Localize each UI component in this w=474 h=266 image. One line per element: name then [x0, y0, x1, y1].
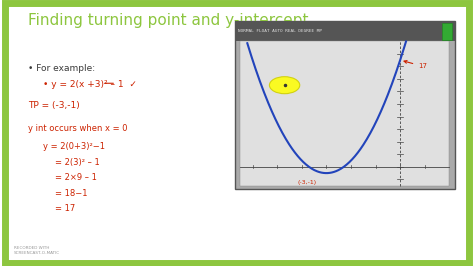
Text: (-3,-1): (-3,-1): [298, 180, 317, 185]
Text: NORMAL FLOAT AUTO REAL DEGREE MP: NORMAL FLOAT AUTO REAL DEGREE MP: [238, 29, 322, 33]
Bar: [240, 41, 449, 186]
Text: = 2×9 – 1: = 2×9 – 1: [55, 173, 96, 182]
Text: = 17: = 17: [55, 204, 75, 213]
Text: RECORDED WITH
SCREENCAST-O-MATIC: RECORDED WITH SCREENCAST-O-MATIC: [14, 247, 60, 255]
Circle shape: [269, 77, 300, 94]
Text: y = 2(0+3)²−1: y = 2(0+3)²−1: [43, 142, 105, 151]
Text: • For example:: • For example:: [28, 64, 96, 73]
Text: = 18−1: = 18−1: [55, 189, 87, 198]
Text: y int occurs when x = 0: y int occurs when x = 0: [28, 124, 128, 133]
Bar: [235, 21, 455, 189]
Text: 17: 17: [404, 61, 427, 69]
Text: Finding turning point and y-intercept: Finding turning point and y-intercept: [28, 13, 309, 28]
Bar: [442, 23, 452, 40]
Text: = 2(3)² – 1: = 2(3)² – 1: [55, 158, 99, 167]
Text: TP = (-3,-1): TP = (-3,-1): [28, 101, 80, 110]
Bar: [235, 21, 455, 41]
Text: • y = 2(x +3)² – 1  ✓: • y = 2(x +3)² – 1 ✓: [43, 80, 137, 89]
